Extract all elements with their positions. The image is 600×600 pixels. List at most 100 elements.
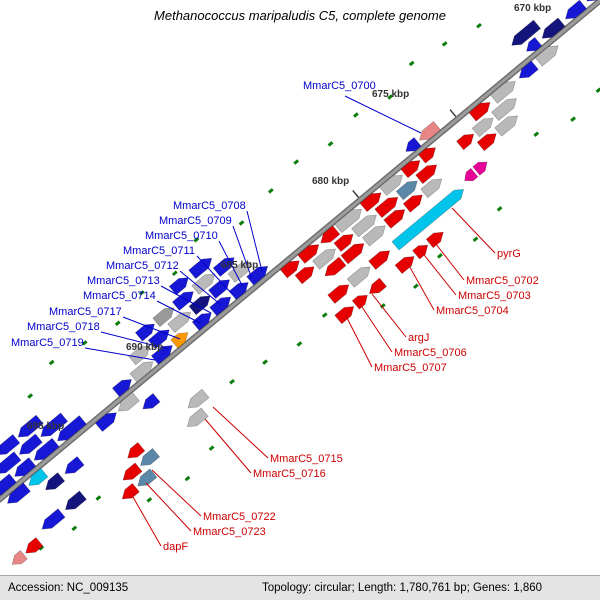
gene-arrow[interactable] (491, 94, 520, 122)
gene-arrow[interactable] (62, 490, 87, 514)
gene-arrow[interactable] (361, 222, 388, 247)
gene-label[interactable]: MmarC5_0719 (11, 337, 84, 349)
gene-arrow[interactable] (134, 320, 158, 342)
gene-arrow[interactable] (111, 375, 135, 398)
gene-arrow[interactable] (188, 292, 214, 316)
gene-arrow[interactable] (171, 287, 197, 311)
gene-arrow[interactable] (39, 508, 66, 534)
gene-arrow[interactable] (476, 129, 500, 152)
gene-arrow[interactable] (15, 414, 44, 441)
gene-arrow[interactable] (415, 161, 441, 185)
gene-label[interactable]: MmarC5_0715 (270, 453, 343, 465)
gene-arrow[interactable] (368, 247, 394, 270)
gene-arrow[interactable] (0, 451, 22, 478)
gene-arrow[interactable] (209, 293, 235, 317)
gene-arrow[interactable] (420, 175, 446, 199)
gene-arrow[interactable] (334, 205, 365, 234)
gene-arrow[interactable] (351, 211, 379, 238)
gene-arrow[interactable] (4, 482, 31, 508)
gene-arrow[interactable] (16, 433, 43, 459)
gene-arrow[interactable] (333, 230, 357, 252)
gene-arrow[interactable] (119, 482, 140, 503)
gene-arrow[interactable] (383, 205, 409, 229)
gene-label[interactable]: MmarC5_0706 (394, 347, 467, 359)
gene-arrow[interactable] (22, 537, 44, 558)
gene-arrow[interactable] (402, 191, 426, 213)
gene-arrow[interactable] (191, 270, 218, 295)
gene-arrow[interactable] (9, 550, 28, 568)
gene-arrow[interactable] (340, 239, 367, 265)
gene-arrow[interactable] (94, 409, 120, 432)
gene-label[interactable]: MmarC5_0716 (253, 468, 326, 480)
gene-arrow[interactable] (472, 158, 491, 176)
gene-arrow[interactable] (539, 17, 566, 43)
gene-arrow[interactable] (562, 0, 587, 23)
gene-label[interactable]: MmarC5_0712 (106, 260, 179, 272)
gene-arrow[interactable] (394, 252, 418, 275)
gene-label[interactable]: dapF (163, 541, 189, 553)
gene-arrow[interactable] (0, 473, 17, 500)
gene-arrow[interactable] (115, 391, 140, 415)
gene-arrow[interactable] (461, 167, 479, 185)
gene-arrow[interactable] (351, 291, 371, 310)
gene-label[interactable]: MmarC5_0707 (374, 362, 447, 374)
gene-label[interactable]: MmarC5_0718 (27, 321, 100, 333)
gene-arrow[interactable] (346, 263, 373, 288)
gene-arrow[interactable] (359, 189, 385, 213)
gene-label[interactable]: MmarC5_0700 (303, 80, 376, 92)
gene-label[interactable]: MmarC5_0723 (193, 526, 266, 538)
gene-arrow[interactable] (124, 442, 146, 462)
gene-arrow[interactable] (139, 393, 161, 413)
gene-label[interactable]: MmarC5_0710 (145, 230, 218, 242)
gene-label[interactable]: MmarC5_0717 (49, 306, 122, 318)
gene-label[interactable]: MmarC5_0704 (436, 305, 509, 317)
gene-arrow[interactable] (334, 302, 358, 325)
gene-arrow[interactable] (412, 241, 432, 260)
gene-arrow[interactable] (128, 342, 154, 366)
gene-arrow[interactable] (508, 19, 541, 49)
gene-arrow[interactable] (167, 308, 194, 333)
gene-arrow[interactable] (185, 388, 210, 412)
gene-arrow[interactable] (168, 273, 192, 296)
gene-arrow[interactable] (279, 257, 303, 279)
gene-label[interactable]: argJ (408, 332, 430, 344)
gene-arrow[interactable] (379, 171, 406, 196)
gene-arrow[interactable] (11, 457, 37, 481)
gene-arrow[interactable] (0, 434, 21, 460)
gene-arrow[interactable] (188, 254, 215, 280)
gene-arrow[interactable] (294, 262, 318, 285)
gene-arrow[interactable] (402, 137, 422, 156)
gene-arrow[interactable] (137, 447, 161, 469)
gene-arrow[interactable] (31, 437, 60, 464)
gene-arrow[interactable] (400, 156, 424, 179)
gene-arrow[interactable] (246, 262, 272, 286)
gene-arrow[interactable] (37, 412, 69, 441)
gene-arrow[interactable] (54, 415, 87, 445)
gene-arrow[interactable] (374, 193, 401, 219)
gene-label[interactable]: MmarC5_0711 (123, 245, 195, 257)
gene-arrow[interactable] (42, 472, 66, 494)
gene-arrow[interactable] (583, 0, 600, 5)
gene-arrow[interactable] (228, 278, 252, 301)
gene-arrow[interactable] (120, 462, 143, 484)
gene-arrow[interactable] (490, 77, 518, 104)
gene-arrow[interactable] (471, 114, 497, 138)
gene-arrow[interactable] (191, 309, 215, 331)
gene-arrow[interactable] (312, 245, 339, 270)
gene-arrow[interactable] (317, 225, 341, 247)
gene-label[interactable]: pyrG (497, 248, 521, 260)
gene-arrow[interactable] (25, 467, 49, 489)
gene-arrow[interactable] (425, 228, 447, 249)
gene-arrow[interactable] (468, 98, 494, 122)
gene-arrow[interactable] (456, 130, 478, 151)
gene-arrow[interactable] (322, 256, 347, 280)
gene-label[interactable]: MmarC5_0713 (87, 275, 160, 287)
gene-arrow[interactable] (395, 177, 421, 201)
gene-label[interactable]: MmarC5_0722 (203, 511, 276, 523)
gene-label[interactable]: MmarC5_0703 (458, 290, 531, 302)
gene-arrow[interactable] (184, 407, 209, 431)
gene-label[interactable]: MmarC5_0702 (466, 275, 539, 287)
gene-arrow[interactable] (516, 60, 539, 82)
gene-arrow[interactable] (418, 143, 439, 164)
gene-arrow[interactable] (62, 456, 85, 477)
